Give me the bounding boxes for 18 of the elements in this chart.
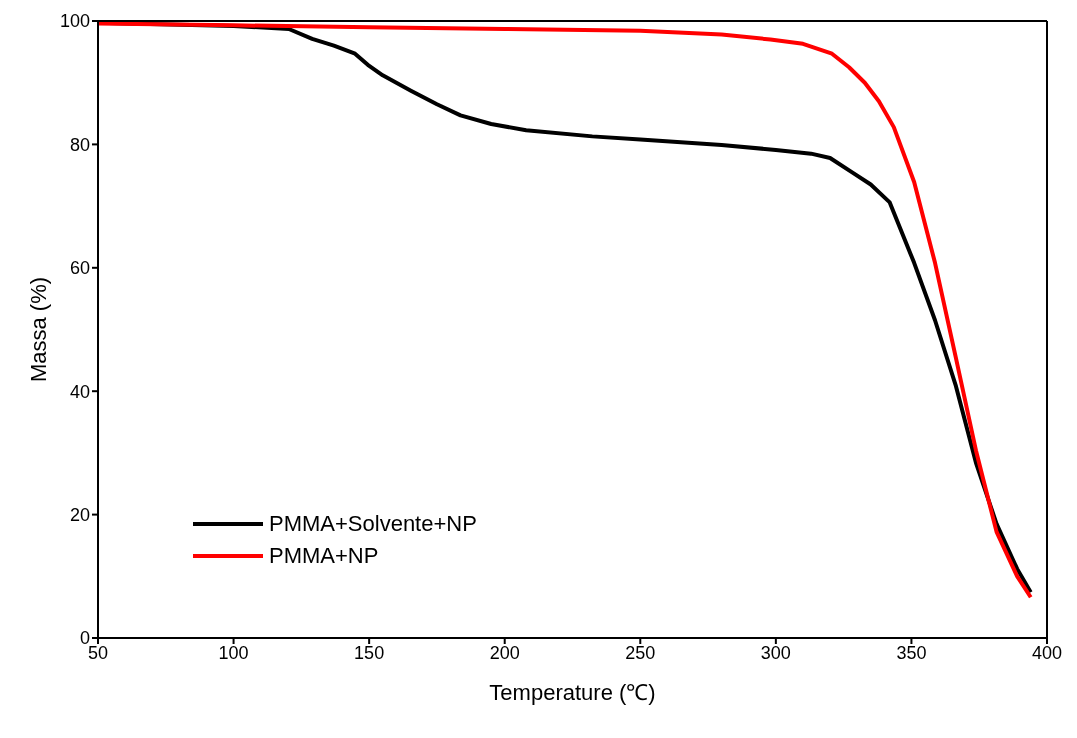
legend-label: PMMA+NP — [269, 543, 379, 569]
y-tick-label: 40 — [69, 381, 90, 402]
x-tick-label: 100 — [218, 642, 249, 663]
legend-label: PMMA+Solvente+NP — [269, 511, 477, 537]
y-tick-label: 60 — [69, 258, 90, 279]
y-tick-label: 100 — [59, 11, 90, 32]
y-axis-title: Massa (%) — [25, 276, 51, 383]
x-tick-label: 250 — [625, 642, 656, 663]
x-tick-label: 150 — [354, 642, 385, 663]
y-tick-label: 20 — [69, 504, 90, 525]
y-tick-label: 0 — [79, 628, 90, 649]
y-tick-label: 80 — [69, 134, 90, 155]
x-tick-label: 400 — [1031, 642, 1063, 663]
x-tick-label: 350 — [896, 642, 927, 663]
x-tick-label: 200 — [489, 642, 520, 663]
x-tick-label: 300 — [760, 642, 791, 663]
x-tick-label: 50 — [87, 642, 109, 663]
x-axis-title: Temperature (℃) — [489, 680, 656, 705]
